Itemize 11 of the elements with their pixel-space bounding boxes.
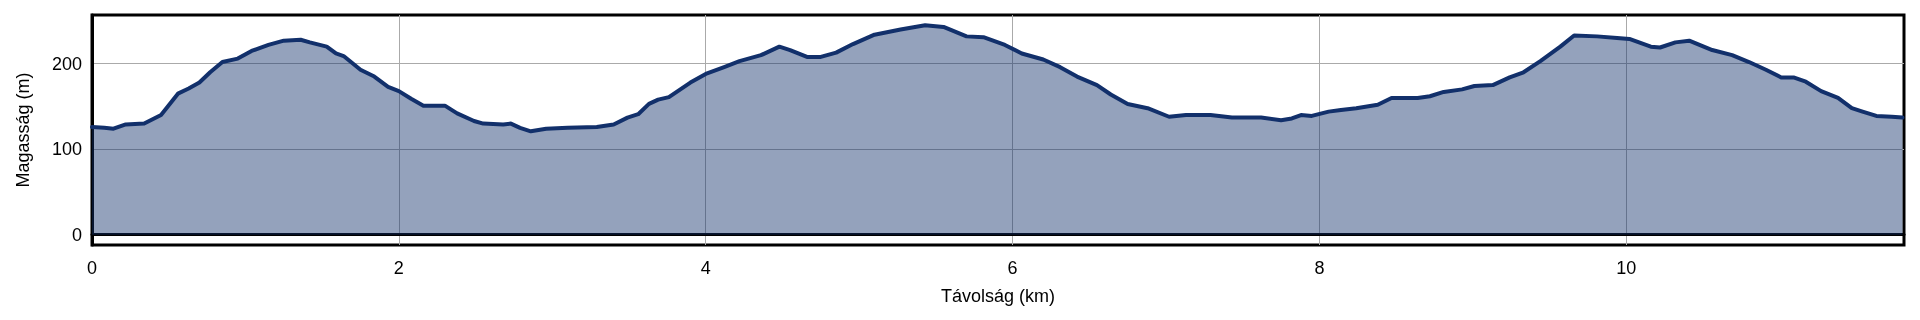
y-tick-label: 200 [51,53,82,74]
y-tick-label: 0 [71,224,82,245]
y-tick-label: 100 [51,139,82,160]
x-tick-label: 0 [86,258,98,278]
x-tick-label: 10 [1616,258,1637,278]
x-tick-label: 4 [700,258,711,278]
x-tick-label: 6 [1007,258,1018,278]
y-axis-title: Magasság (m) [13,72,33,188]
x-tick-label: 2 [393,258,404,278]
x-axis-title: Távolság (km) [940,286,1056,306]
x-tick-label: 8 [1314,258,1325,278]
